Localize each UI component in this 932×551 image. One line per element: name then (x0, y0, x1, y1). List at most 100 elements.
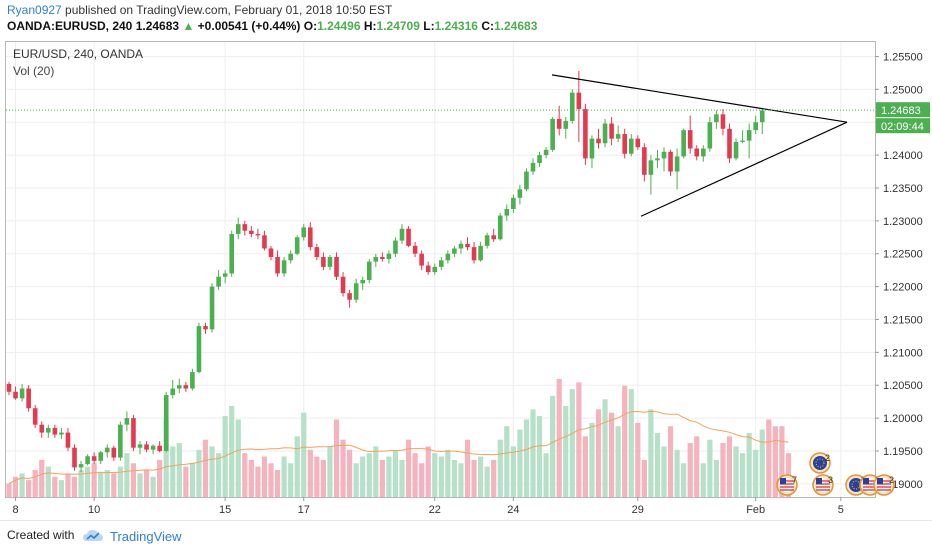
chart-pane[interactable] (5, 41, 876, 498)
volume-bar (405, 439, 412, 497)
candle-body (6, 383, 12, 392)
flag-us-icon[interactable]: 2 (873, 474, 895, 496)
close-value: 1.24683 (493, 19, 538, 33)
candle-body (137, 444, 143, 448)
candle-body (694, 148, 700, 157)
candles (6, 70, 765, 473)
volume-bar (6, 483, 12, 497)
event-count: 2 (825, 453, 830, 463)
volume-bar (674, 449, 680, 497)
flag-us-icon[interactable]: 3 (812, 474, 834, 496)
volume-bar (517, 429, 523, 497)
flag-us-icon[interactable]: 7 (776, 474, 798, 496)
candle-body (701, 148, 706, 157)
tradingview-logo[interactable]: TradingView (82, 526, 182, 546)
candle-body (177, 385, 182, 389)
candle-body (190, 372, 195, 389)
volume-bar (694, 436, 700, 497)
volume-bar (536, 416, 543, 497)
volume-bar (392, 449, 399, 497)
volume-bar (65, 473, 71, 497)
flag-eu-icon[interactable]: 2 (809, 452, 831, 474)
y-tick-label: 1.25000 (883, 84, 923, 96)
volume-bar (681, 463, 687, 497)
volume-bar (52, 476, 58, 497)
candle-body (655, 158, 660, 161)
volume-bar (104, 470, 110, 497)
volume-bar (209, 446, 215, 497)
candle-body (170, 388, 176, 396)
candle-body (602, 123, 608, 144)
y-tick-label: 1.22000 (883, 282, 923, 294)
candle-body (301, 227, 307, 238)
y-tick-label: 1.22500 (883, 249, 923, 261)
pane-title: EUR/USD, 240, OANDA (13, 47, 144, 61)
volume-bar (609, 412, 615, 497)
candle-body (746, 130, 752, 141)
candle-body (497, 215, 503, 240)
footer: Created with TradingView (0, 520, 932, 551)
triangle-lower-line (640, 121, 848, 217)
candle-body (609, 123, 614, 139)
volume-bar (58, 480, 64, 497)
volume-bar (301, 412, 307, 497)
volume-bar (563, 405, 569, 497)
x-tick-label: 24 (507, 504, 519, 516)
volume-bar (556, 379, 562, 497)
symbol-name: OANDA:EURUSD, 240 (7, 19, 133, 33)
volume-bar (412, 453, 418, 497)
countdown-badge (876, 118, 930, 134)
candle-body (308, 227, 313, 248)
y-tick-label: 1.21500 (883, 314, 923, 326)
event-count: 7 (792, 475, 797, 485)
volume-bar (26, 480, 32, 497)
volume-bar (170, 446, 176, 497)
volume-bar (576, 382, 582, 497)
volume-bar (419, 463, 425, 497)
change-up-icon: ▲ (182, 19, 195, 33)
candle-body (275, 257, 280, 274)
volume-bar (753, 449, 759, 497)
volume-bar (707, 439, 713, 497)
volume-bar (268, 463, 274, 497)
volume-bar (327, 446, 333, 497)
volume-bar (19, 473, 25, 497)
candle-body (615, 134, 621, 139)
candle-body (196, 326, 202, 373)
flag-us-canton (816, 478, 822, 484)
volume-bar (504, 426, 510, 497)
candle-body (380, 257, 385, 259)
volume-bar (667, 426, 674, 497)
volume-bar (543, 453, 549, 497)
volume-bar (438, 456, 444, 497)
volume-bar (589, 422, 595, 497)
candle-body (347, 293, 352, 300)
candle-body (65, 432, 71, 448)
candle-body (249, 230, 254, 234)
volume-bar (157, 459, 163, 497)
flag-us-canton (780, 478, 786, 484)
price-chart[interactable]: 1.255001.250001.245001.240001.235001.230… (0, 0, 932, 520)
cloud-icon (83, 530, 103, 541)
y-tick-label: 1.21000 (883, 347, 923, 359)
candle-body (714, 114, 719, 123)
volume-bar (713, 459, 719, 497)
author-link[interactable]: Ryan0927 (7, 3, 62, 17)
candle-body (124, 418, 130, 425)
volume-bar (654, 432, 661, 497)
candle-body (412, 245, 418, 254)
volume-bar (464, 439, 471, 497)
candle-body (596, 138, 601, 144)
volume-bar (288, 463, 294, 497)
volume-bar (759, 429, 765, 497)
y-tick-label: 1.24000 (883, 150, 923, 162)
candle-body (327, 257, 333, 267)
candle-body (661, 151, 667, 159)
flag-eu-field (849, 478, 863, 492)
candle-body (59, 432, 64, 435)
candle-body (635, 138, 641, 148)
candle-body (294, 237, 300, 254)
candle-body (39, 424, 45, 433)
volume-bar (484, 466, 490, 497)
volume-bar (143, 470, 150, 497)
